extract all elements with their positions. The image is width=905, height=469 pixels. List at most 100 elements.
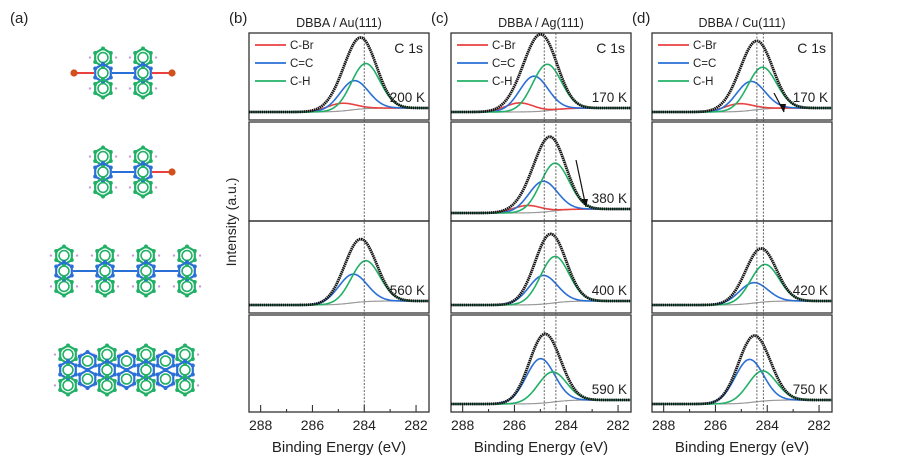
carbon-atom (66, 374, 70, 379)
carbon-atom (144, 293, 148, 298)
hydrogen-atom (75, 285, 79, 288)
carbon-atom (58, 357, 63, 362)
hydrogen-atom (154, 87, 158, 90)
carbon-atom (108, 66, 113, 71)
carbon-atom (110, 273, 115, 278)
aromatic-circle (140, 265, 152, 277)
aromatic-circle (99, 280, 111, 293)
carbon-atom (124, 368, 129, 372)
carbon-atom (103, 244, 107, 249)
hydrogen-atom (172, 254, 176, 257)
carbon-atom (190, 357, 195, 362)
carbon-atom (133, 60, 138, 65)
carbon-atom (155, 381, 160, 386)
carbon-atom (190, 372, 195, 377)
x-tick-label: 284 (756, 417, 780, 433)
aromatic-circle (58, 280, 70, 293)
carbon-atom (151, 279, 156, 284)
carbon-atom (148, 60, 153, 65)
carbon-atom (116, 354, 121, 359)
carbon-atom (54, 273, 59, 278)
carbon-atom (97, 387, 102, 392)
carbon-atom (151, 273, 156, 278)
aromatic-circle (179, 379, 191, 392)
carbon-atom (108, 60, 113, 65)
carbon-atom (185, 293, 189, 298)
legend-label: C-Br (492, 40, 516, 52)
carbon-atom (101, 194, 105, 199)
aromatic-circle (140, 348, 152, 361)
panel-title: DBBA / Cu(111) (698, 16, 785, 30)
x-axis-label: Binding Energy (eV) (474, 439, 608, 456)
row-frame (450, 314, 632, 413)
carbon-atom (93, 180, 98, 185)
carbon-atom (95, 273, 100, 278)
carbon-atom (108, 165, 113, 170)
arrow-head-icon (581, 199, 588, 207)
carbon-atom (93, 60, 98, 65)
carbon-atom (171, 381, 176, 386)
xps-panel-b: (b) DBBA / Au(111) 200 K 560 K C 1s C-Br C=C C-… (229, 10, 430, 456)
carbon-atom (54, 288, 59, 293)
carbon-atom (97, 348, 102, 353)
carbon-atom (148, 174, 153, 179)
carbon-atom (132, 372, 137, 377)
carbon-atom (148, 180, 153, 185)
hydrogen-atom (131, 285, 135, 288)
hydrogen-atom (114, 155, 118, 158)
aromatic-circle (140, 280, 152, 293)
aromatic-circle (137, 51, 149, 64)
carbon-atom (133, 180, 138, 185)
aromatic-circle (97, 82, 109, 95)
x-tick-label: 288 (451, 417, 475, 433)
carbon-atom (148, 66, 153, 71)
debrominated-intermediate-icon (88, 145, 176, 199)
carbon-atom (163, 350, 168, 354)
carbon-atom (93, 363, 98, 368)
row-frame (248, 220, 430, 314)
carbon-atom (93, 81, 98, 86)
temperature-label: 380 K (592, 191, 627, 206)
x-tick-label: 286 (704, 417, 728, 433)
carbon-atom (101, 46, 105, 51)
carbon-atom (175, 387, 180, 392)
spectrum-row (651, 121, 833, 222)
hydrogen-atom (198, 254, 202, 257)
carbon-atom (85, 350, 90, 354)
carbon-atom (97, 378, 102, 383)
carbon-atom (175, 363, 180, 368)
carbon-atom (101, 62, 105, 66)
carbon-atom (141, 46, 145, 51)
carbon-atom (93, 150, 98, 155)
spectrum-row: 750 K (651, 314, 833, 413)
bromine-atom (70, 69, 78, 77)
panel-a-label: (a) (10, 10, 28, 27)
carbon-atom (171, 354, 176, 359)
carbon-atom (148, 51, 153, 56)
xps-panel-c: (c) DBBA / Ag(111) 170 K 380 K 400 K 590 K C 1… (431, 10, 632, 456)
carbon-atom (112, 363, 117, 368)
core-level-label: C 1s (596, 40, 625, 56)
carbon-atom (54, 264, 59, 269)
carbon-atom (133, 81, 138, 86)
carbon-atom (73, 387, 78, 392)
hydrogen-atom (157, 285, 161, 288)
hydrogen-atom (196, 353, 200, 356)
aromatic-circle (81, 355, 94, 367)
carbon-atom (77, 363, 82, 368)
row-frame (248, 314, 430, 413)
spectrum-row: 400 K (450, 220, 632, 314)
carbon-atom (133, 150, 138, 155)
carbon-atom (73, 378, 78, 383)
carbon-atom (144, 392, 148, 397)
spectrum-row (248, 314, 430, 413)
carbon-atom (141, 62, 145, 66)
carbon-atom (103, 260, 107, 264)
legend-label: C-H (693, 76, 713, 88)
aromatic-circle (140, 364, 152, 376)
carbon-atom (124, 386, 129, 390)
measured-envelope (450, 135, 631, 215)
carbon-atom (175, 372, 180, 377)
carbon-atom (155, 354, 160, 359)
core-level-label: C 1s (394, 40, 423, 56)
